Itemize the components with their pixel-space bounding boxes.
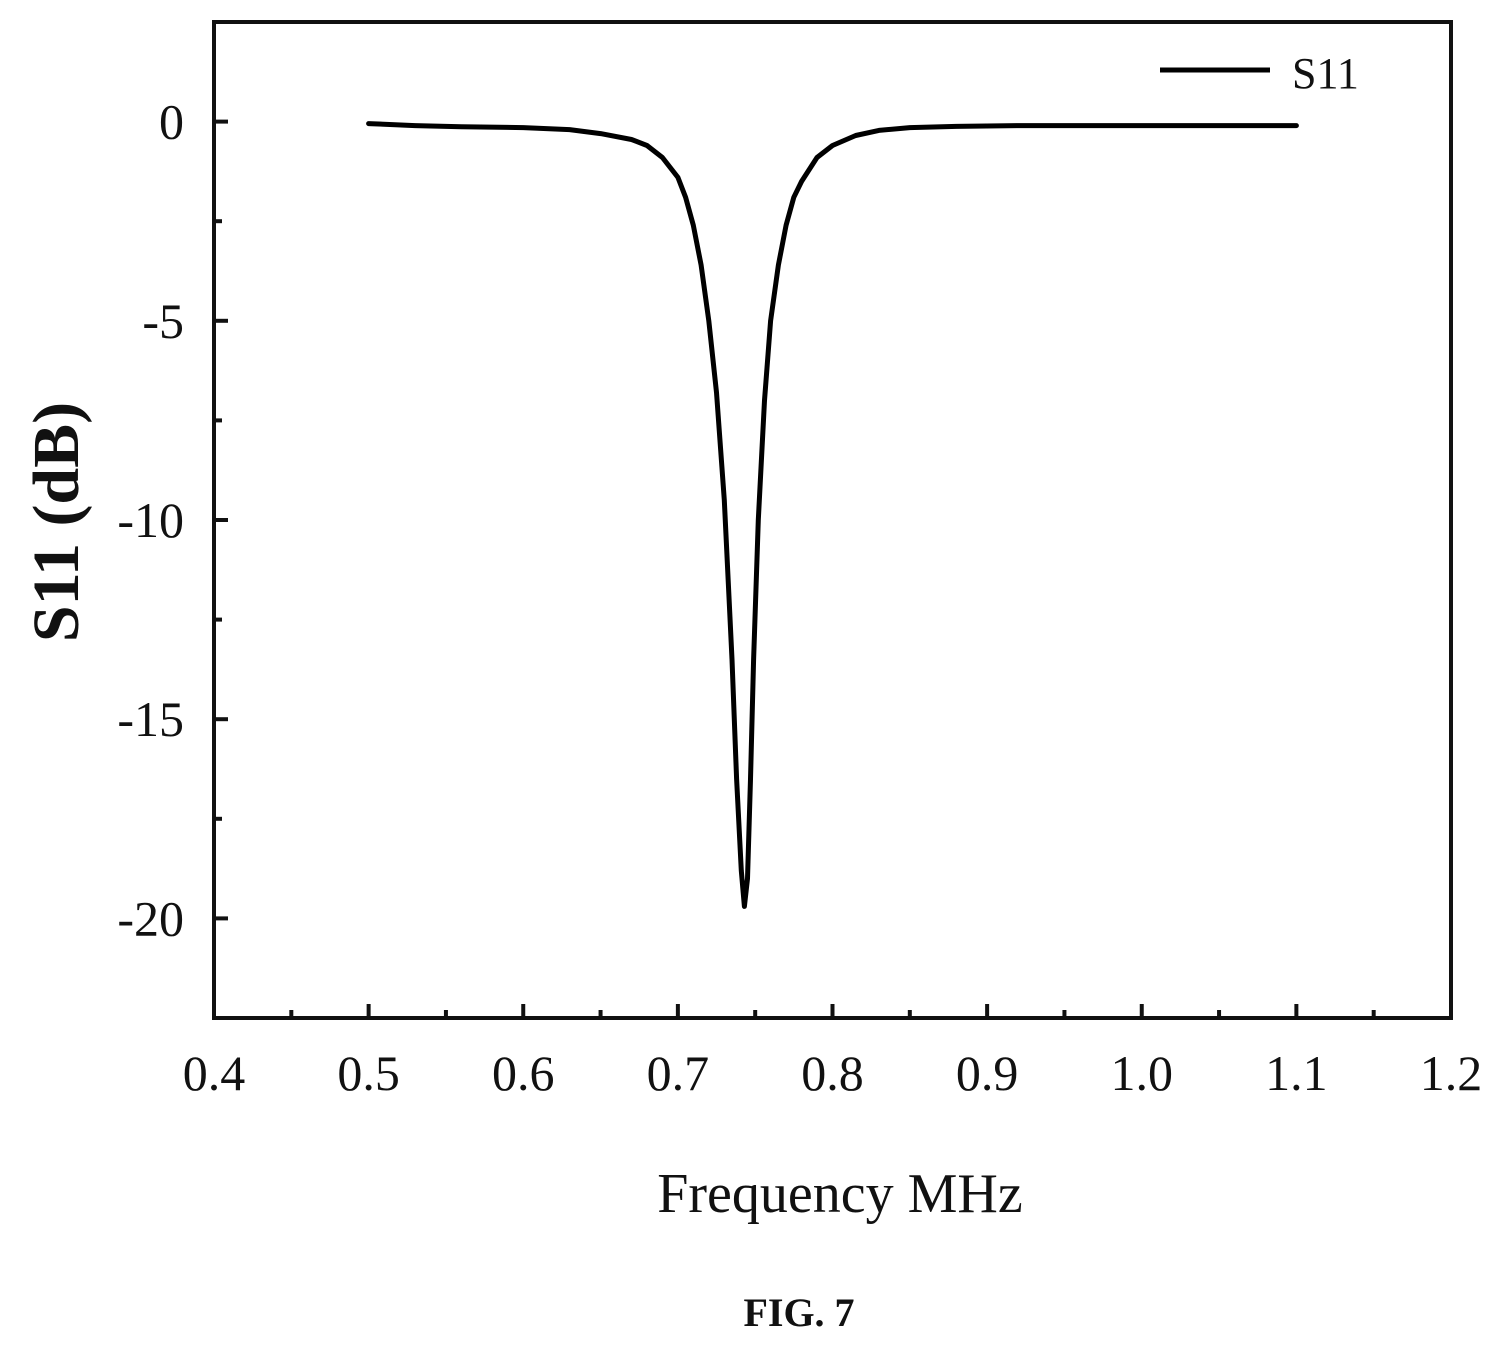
x-tick-label: 1.1 [1265,1045,1328,1101]
y-axis-title: S11 (dB) [20,402,93,642]
plot-frame [212,20,1453,1020]
y-tick-label: 0 [159,94,184,150]
x-tick-label: 1.2 [1420,1045,1483,1101]
s11-series-line [366,121,1299,909]
y-axis-ticks: 0 -5 -10 -15 -20 [117,20,228,1020]
figure-caption: FIG. 7 [743,1290,854,1335]
x-tick-label: 0.5 [337,1045,400,1101]
legend: S11 [1160,49,1359,98]
x-tick-label: 0.4 [183,1045,246,1101]
y-tick-label: -10 [117,492,184,548]
y-tick-label: -20 [117,890,184,946]
x-tick-label: 1.0 [1111,1045,1174,1101]
x-axis-ticks: 0.4 0.5 0.6 0.7 0.8 0.9 1.0 1.1 1.2 [183,1004,1483,1101]
x-tick-label: 0.9 [956,1045,1019,1101]
x-tick-label: 0.7 [647,1045,710,1101]
legend-label-s11: S11 [1292,49,1359,98]
x-axis-title: Frequency MHz [657,1163,1022,1225]
y-tick-label: -5 [142,293,184,349]
y-tick-label: -15 [117,691,184,747]
x-tick-label: 0.8 [801,1045,864,1101]
x-tick-label: 0.6 [492,1045,555,1101]
